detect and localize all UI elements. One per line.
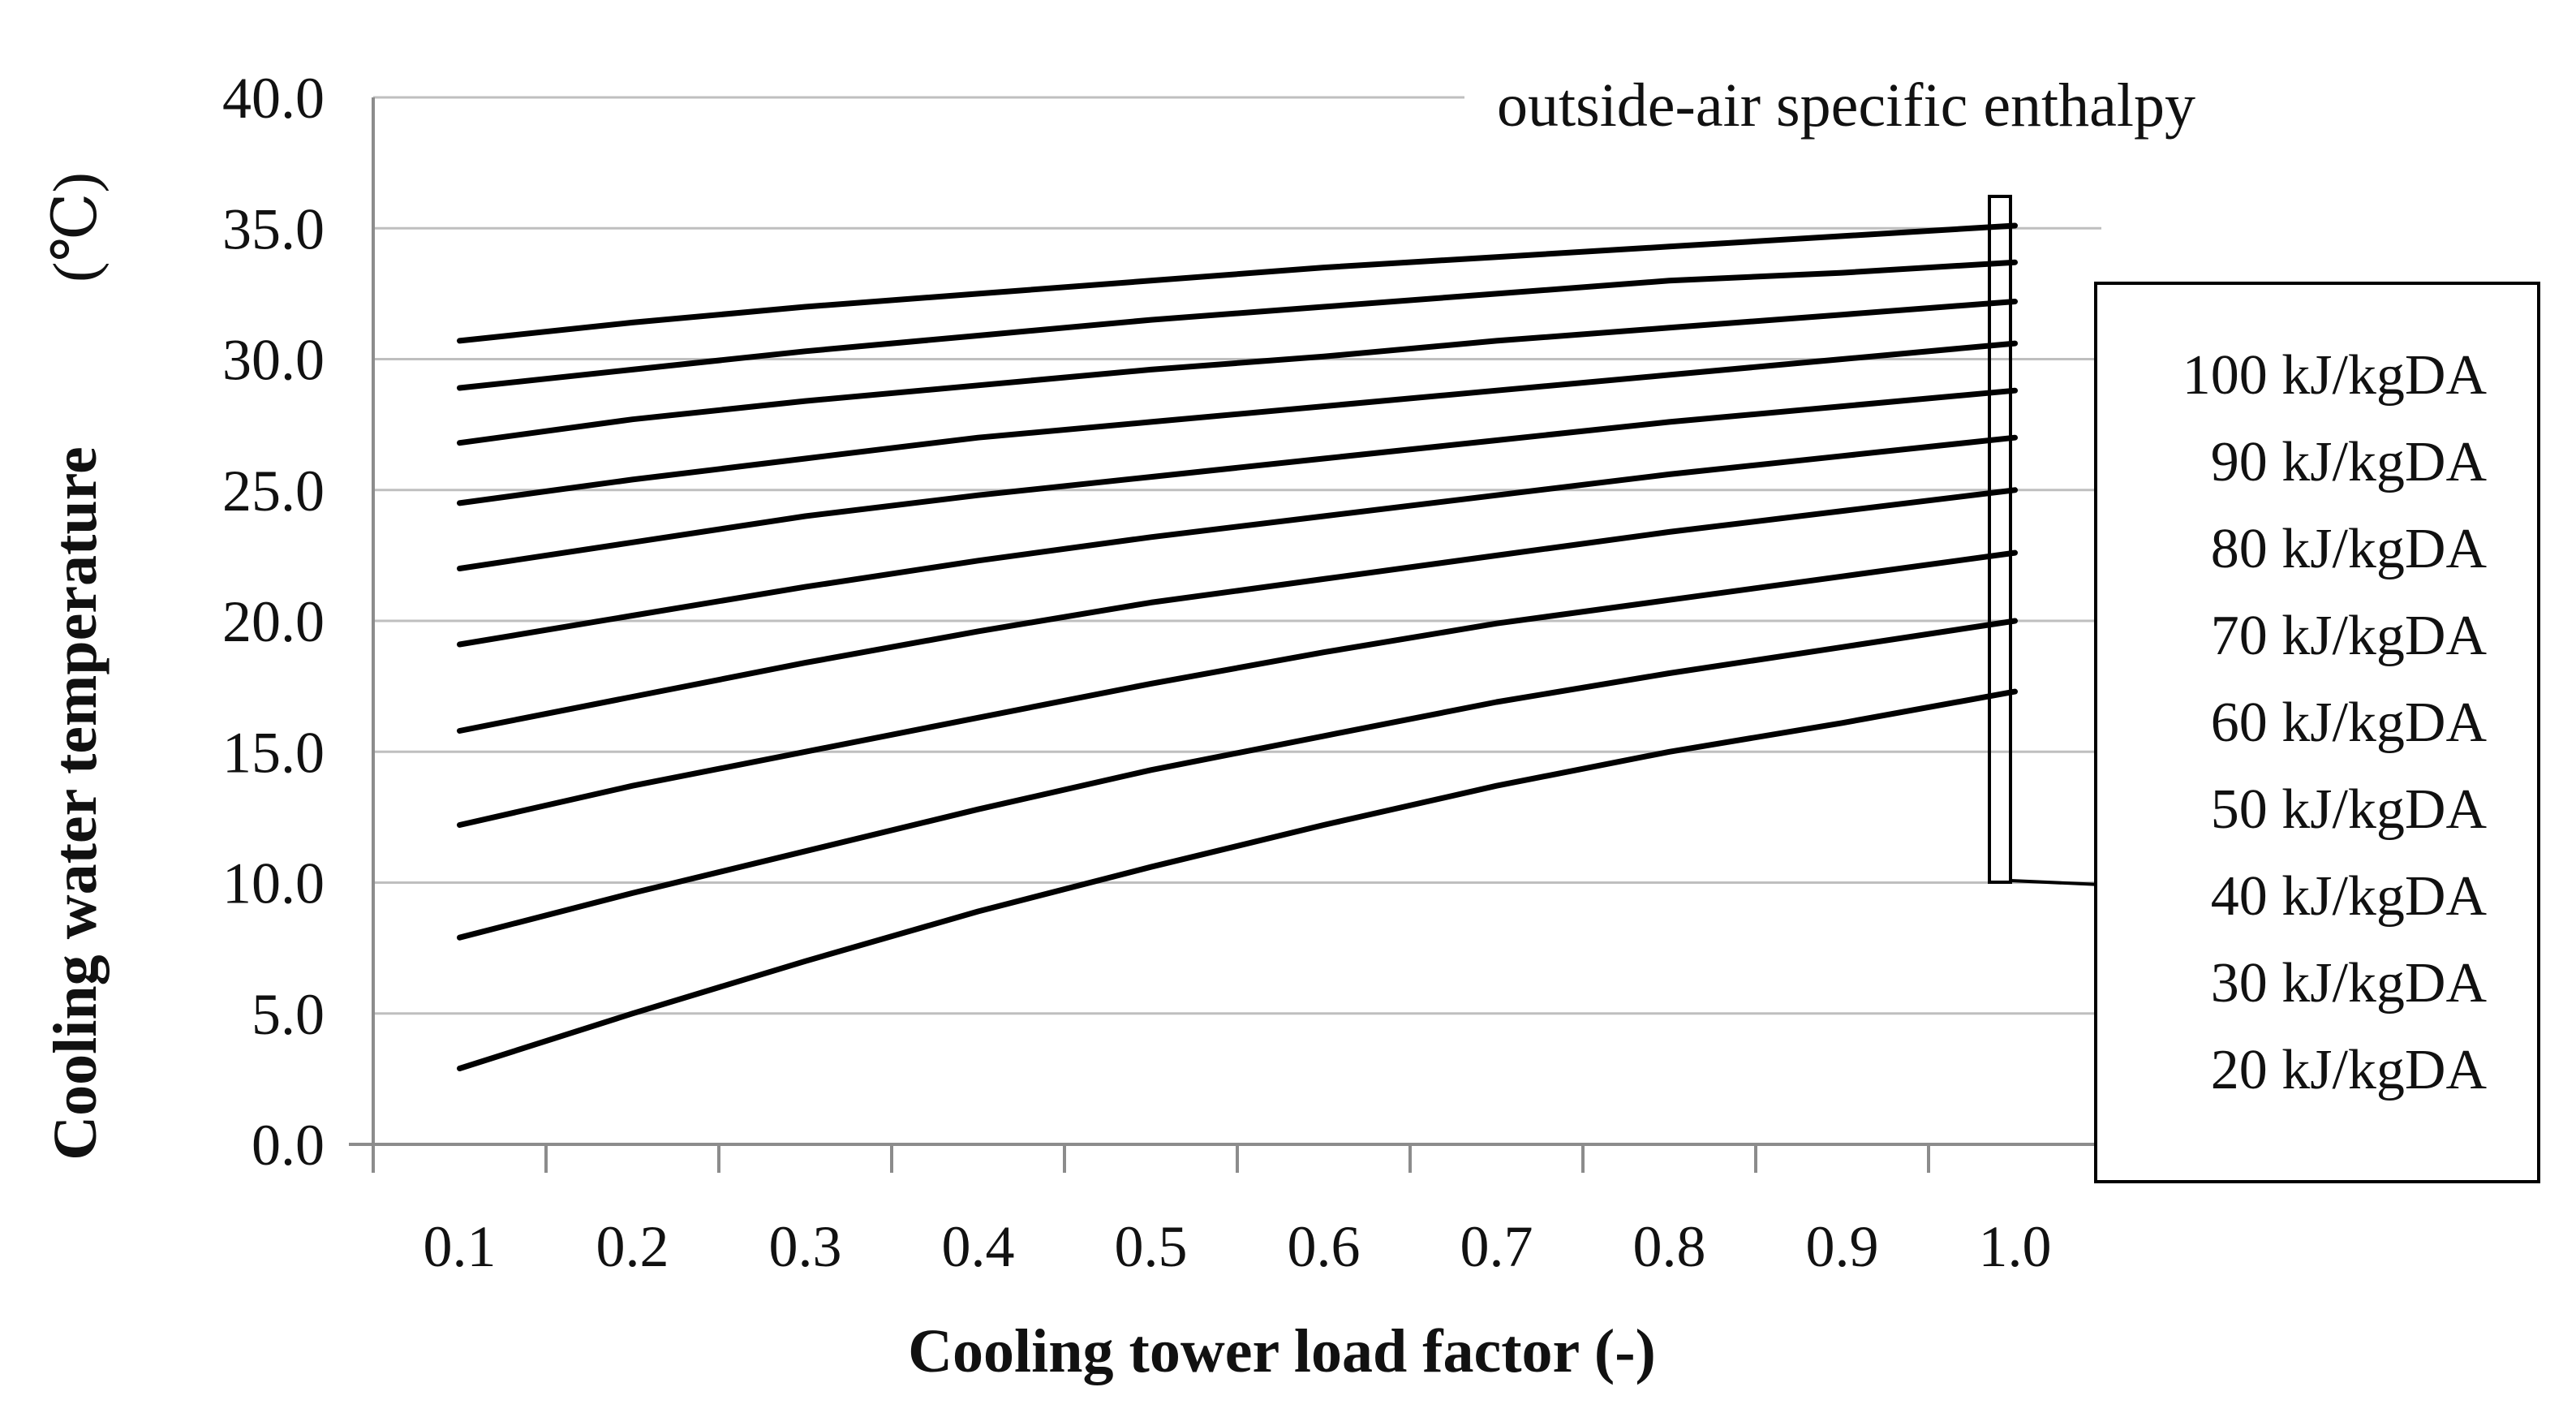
y-tick-label: 15.0 <box>222 720 325 785</box>
series-line <box>457 299 2018 446</box>
y-tick-label: 35.0 <box>222 196 325 261</box>
y-axis-title-group: Cooling water temperature <box>41 446 110 1160</box>
series-line <box>457 549 2018 828</box>
leader-bar <box>1988 195 2012 884</box>
y-axis-unit: (℃) <box>41 172 110 282</box>
tick-labels: 0.0 5.0 10.0 15.0 20.0 25.0 30.0 35.0 40.0 0.1 0.2… <box>222 66 2052 1279</box>
x-axis-title: Cooling tower load factor (-) <box>908 1317 1656 1385</box>
series-line <box>457 259 2018 391</box>
series-line <box>457 434 2018 648</box>
legend-entry: 100 kJ/kgDA <box>2183 344 2488 407</box>
series-line <box>457 618 2018 941</box>
legend-entry: 90 kJ/kgDA <box>2211 431 2488 493</box>
x-tick-label: 0.5 <box>1115 1214 1188 1279</box>
series-line <box>457 688 2018 1071</box>
x-tick-label: 0.3 <box>769 1214 842 1279</box>
legend: 100 kJ/kgDA 90 kJ/kgDA 80 kJ/kgDA 70 kJ/kgD… <box>2094 282 2540 1183</box>
series-line <box>457 387 2018 571</box>
x-tick-label: 0.1 <box>424 1214 497 1279</box>
x-tick-label: 0.8 <box>1633 1214 1706 1279</box>
legend-entry: 80 kJ/kgDA <box>2211 518 2488 580</box>
legend-entry: 50 kJ/kgDA <box>2211 778 2488 841</box>
legend-box <box>2094 282 2540 1183</box>
y-tick-label: 0.0 <box>252 1113 325 1178</box>
x-tick-label: 1.0 <box>1979 1214 2052 1279</box>
y-tick-label: 25.0 <box>222 459 325 523</box>
legend-items: 100 kJ/kgDA 90 kJ/kgDA 80 kJ/kgDA 70 kJ/kgD… <box>2183 344 2488 1101</box>
y-tick-label: 5.0 <box>252 982 325 1047</box>
legend-entry: 70 kJ/kgDA <box>2211 605 2488 667</box>
annotation-text: outside-air specific enthalpy <box>1497 71 2195 140</box>
x-tick-label: 0.4 <box>942 1214 1015 1279</box>
series-line <box>457 487 2018 734</box>
axes <box>349 97 2103 1173</box>
x-tick-label: 0.7 <box>1460 1214 1533 1279</box>
x-tick-label: 0.9 <box>1806 1214 1879 1279</box>
y-axis-title: Cooling water temperature <box>41 446 110 1160</box>
y-axis-unit-group: (℃) <box>41 172 110 282</box>
legend-entry: 30 kJ/kgDA <box>2211 952 2488 1015</box>
y-tick-label: 10.0 <box>222 851 325 916</box>
series-line <box>457 222 2018 344</box>
x-tick-label: 0.6 <box>1288 1214 1361 1279</box>
x-tick-label: 0.2 <box>596 1214 669 1279</box>
series-line <box>457 340 2018 506</box>
y-tick-label: 40.0 <box>222 66 325 131</box>
leader-line <box>2010 879 2102 886</box>
legend-entry: 60 kJ/kgDA <box>2211 691 2488 754</box>
legend-entry: 40 kJ/kgDA <box>2211 865 2488 928</box>
y-tick-label: 30.0 <box>222 328 325 393</box>
legend-entry: 20 kJ/kgDA <box>2211 1039 2488 1101</box>
series-lines <box>457 222 2018 1071</box>
y-tick-label: 20.0 <box>222 589 325 654</box>
